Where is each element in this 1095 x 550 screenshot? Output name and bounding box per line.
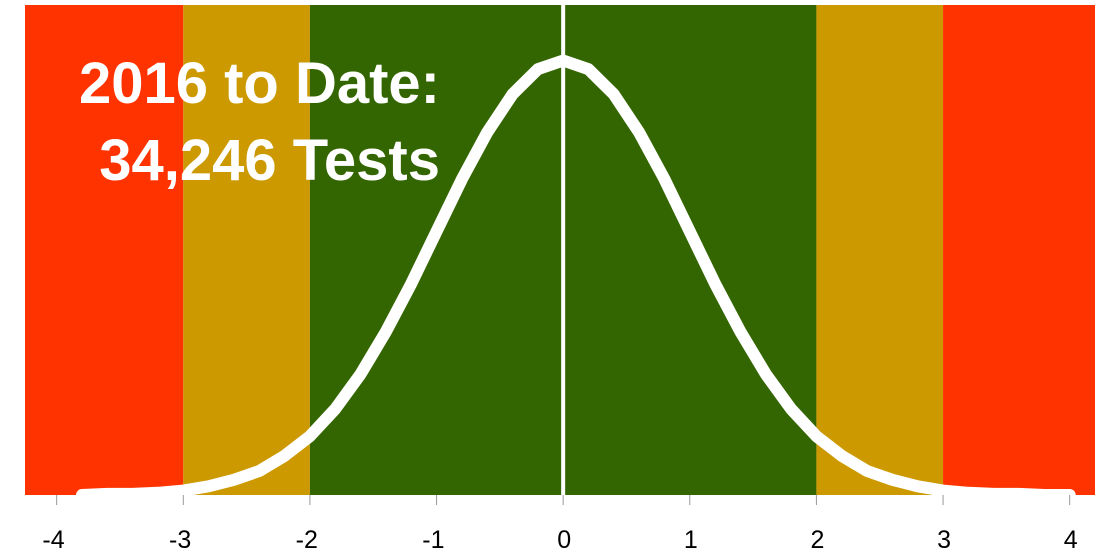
- x-tick-label: 0: [557, 526, 571, 550]
- band: [943, 5, 1095, 495]
- band: [183, 5, 310, 495]
- x-tick-label: -2: [296, 526, 318, 550]
- chart-title: 2016 to Date:: [79, 51, 440, 116]
- band: [25, 5, 184, 495]
- x-tick-label: 4: [1064, 526, 1078, 550]
- band: [816, 5, 944, 495]
- x-tick-label: -3: [169, 526, 191, 550]
- x-tick-label: -1: [422, 526, 444, 550]
- plot-area: [25, 5, 1095, 501]
- x-tick-label: 2: [811, 526, 825, 550]
- x-tick-label: -4: [42, 526, 64, 550]
- x-tick-label: 3: [937, 526, 951, 550]
- x-tick-label: 1: [684, 526, 698, 550]
- curve: [76, 54, 1076, 501]
- chart-title: 34,246 Tests: [99, 128, 440, 193]
